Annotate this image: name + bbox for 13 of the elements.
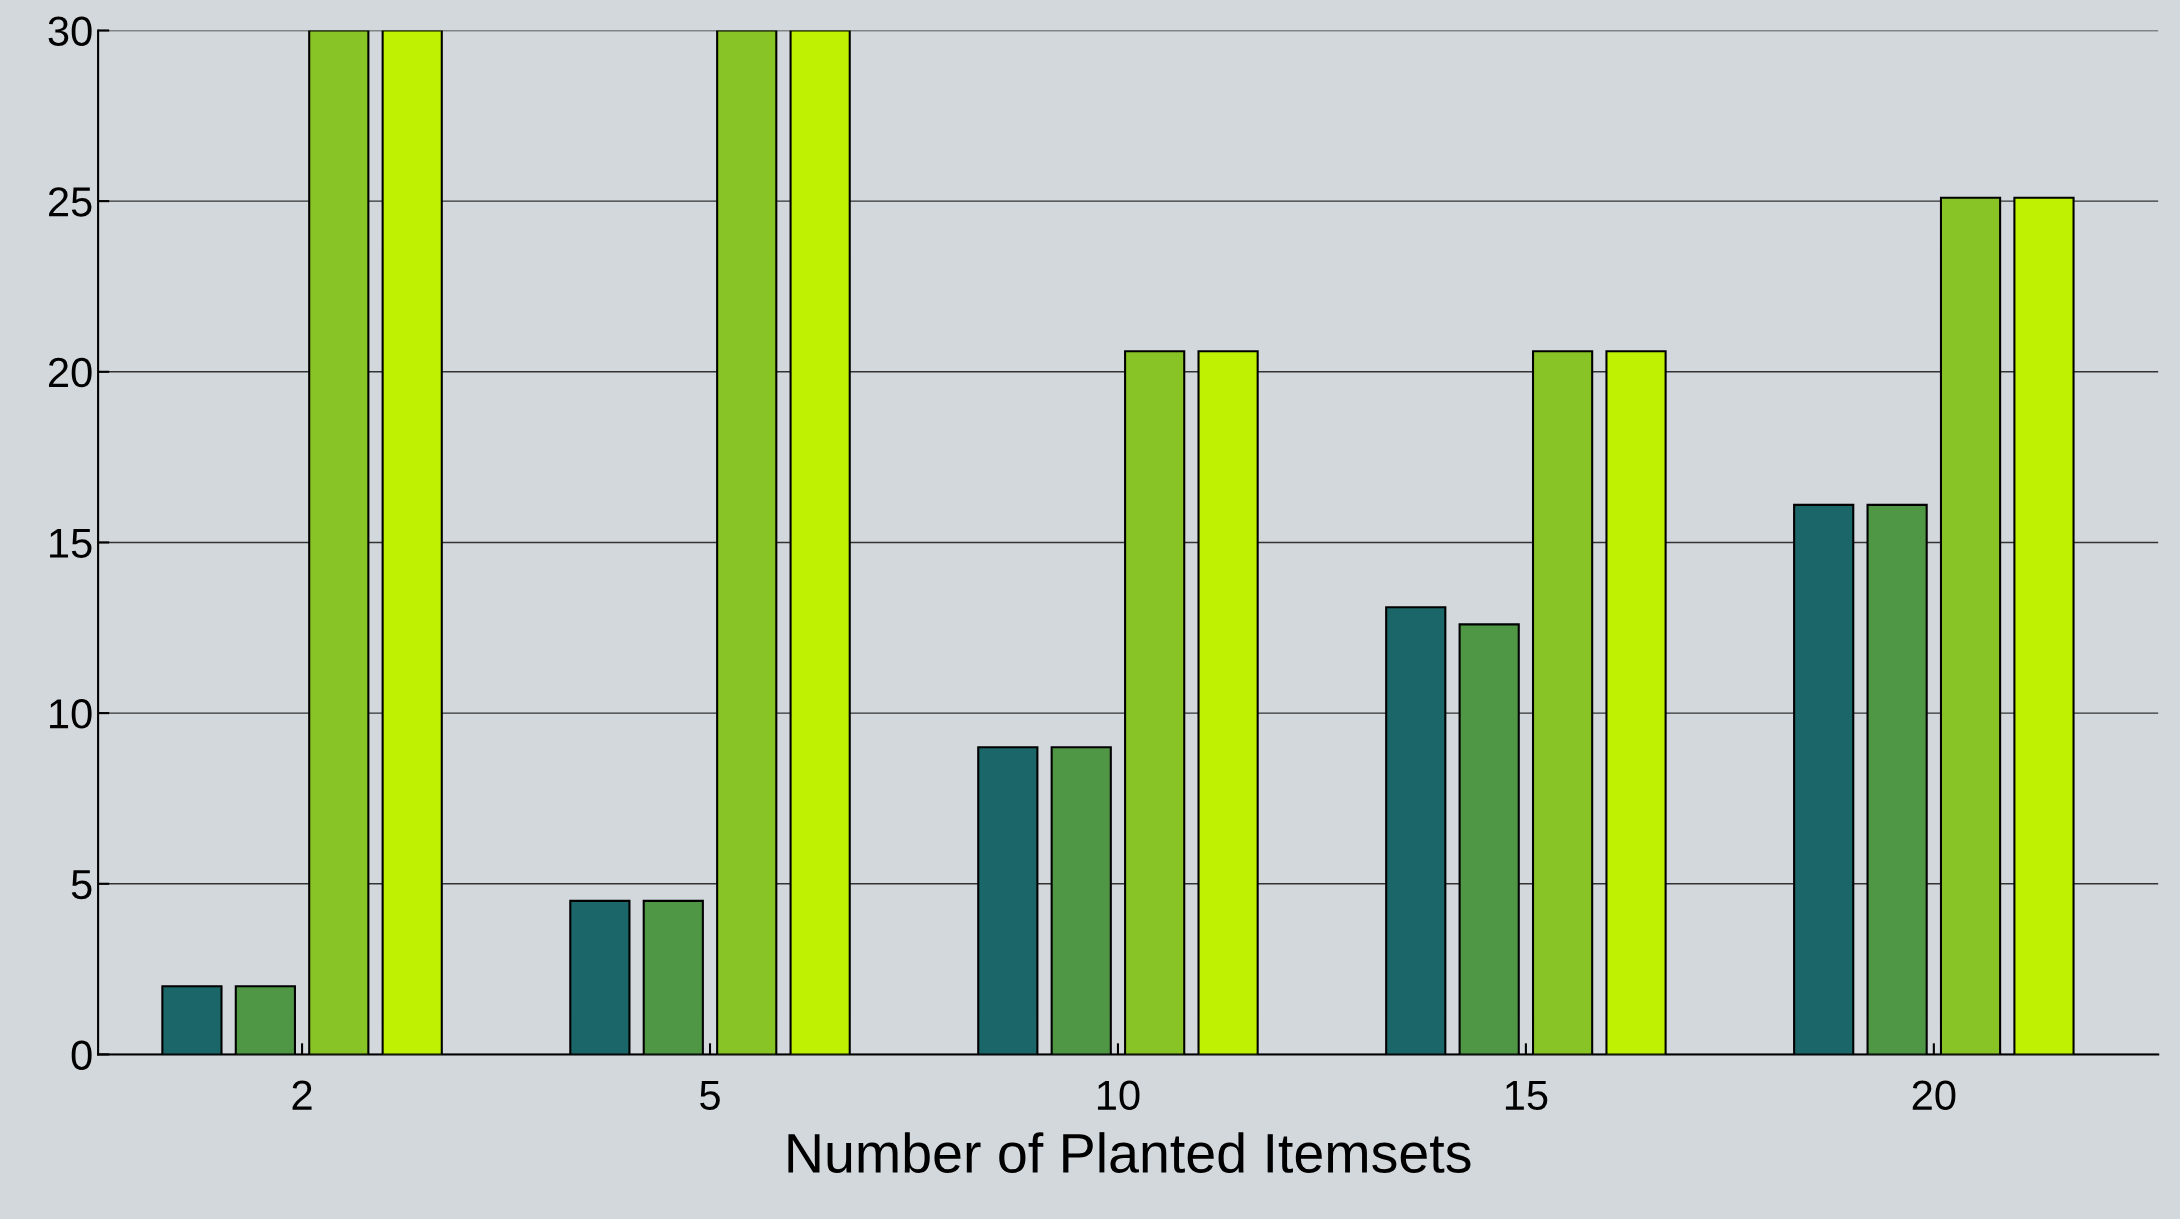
- y-tick-label: 15: [50, 528, 92, 558]
- y-tick-label: 5: [71, 870, 92, 900]
- y-tick-label: 30: [48, 16, 92, 46]
- x-tick-label: 10: [1097, 1080, 1140, 1111]
- x-axis-title: Number of Planted Itemsets: [788, 1132, 1471, 1173]
- x-tick-label: 15: [1505, 1080, 1548, 1111]
- x-tick-label: 5: [700, 1080, 720, 1111]
- x-tick-label: 2: [292, 1080, 312, 1110]
- y-tick-label: 20: [48, 357, 92, 388]
- y-tick-label: 25: [48, 187, 92, 217]
- x-tick-label: 20: [1912, 1080, 1956, 1111]
- y-tick-label: 10: [50, 699, 92, 729]
- y-tick-label: 0: [71, 1040, 92, 1070]
